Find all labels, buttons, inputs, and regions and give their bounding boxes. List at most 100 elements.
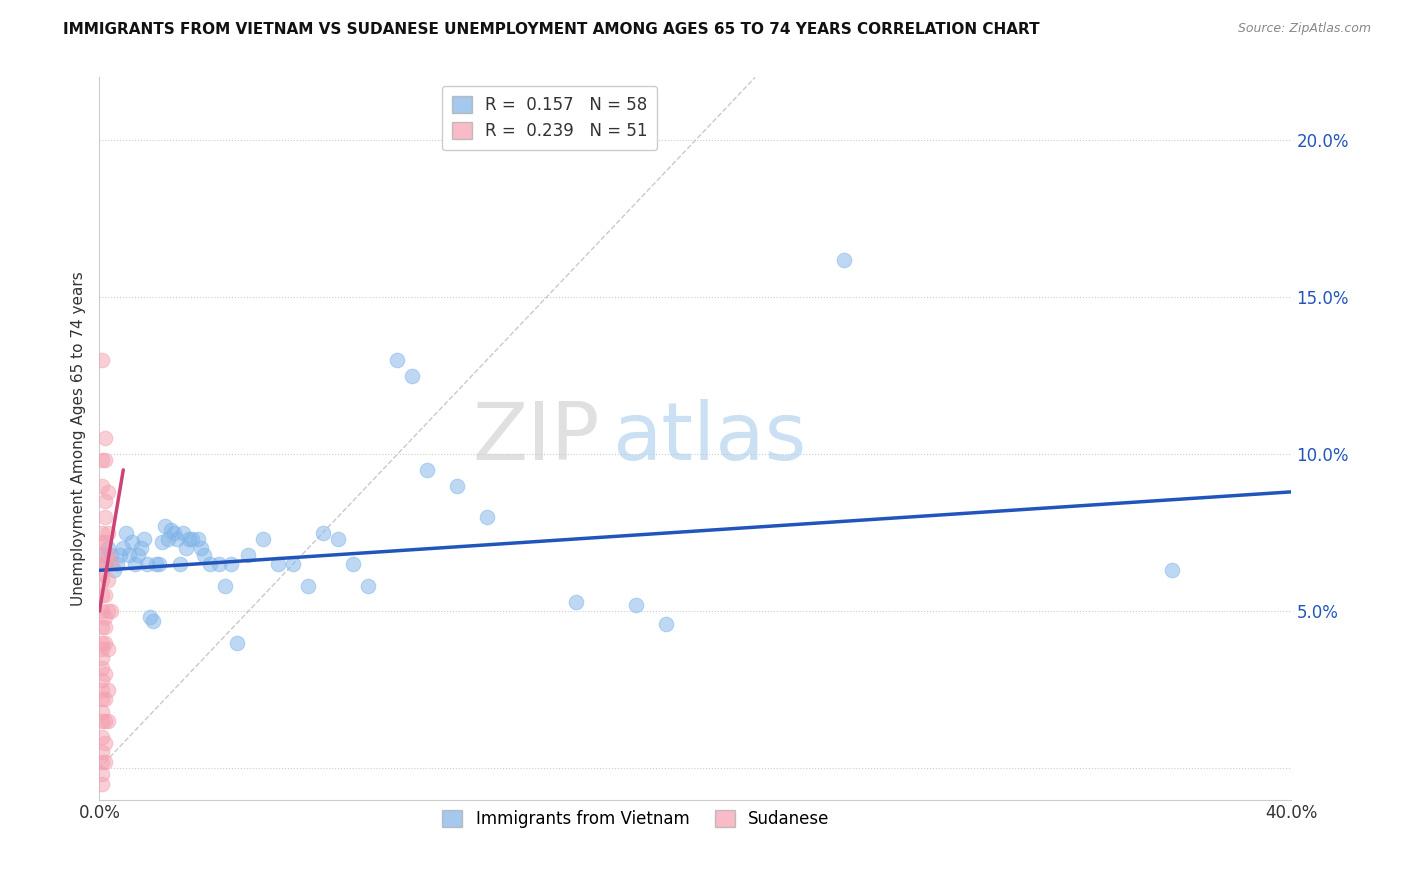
Point — [97, 573, 120, 587]
Point — [91, 535, 114, 549]
Point — [91, 767, 114, 781]
Point — [145, 557, 167, 571]
Point — [124, 557, 146, 571]
Point — [97, 604, 120, 618]
Point — [148, 557, 170, 571]
Point — [97, 548, 120, 562]
Point — [91, 692, 114, 706]
Point — [94, 714, 117, 728]
Point — [115, 525, 138, 540]
Point — [100, 548, 122, 562]
Point — [387, 353, 409, 368]
Point — [163, 525, 186, 540]
Point — [356, 579, 378, 593]
Point — [312, 525, 335, 540]
Point — [238, 548, 260, 562]
Point — [94, 535, 117, 549]
Point — [94, 667, 117, 681]
Point — [136, 557, 159, 571]
Point — [94, 692, 117, 706]
Point — [91, 557, 114, 571]
Point — [105, 557, 128, 571]
Point — [91, 353, 114, 368]
Point — [446, 478, 468, 492]
Point — [834, 252, 856, 267]
Point — [198, 557, 221, 571]
Point — [153, 519, 176, 533]
Point — [174, 541, 197, 556]
Point — [326, 532, 349, 546]
Point — [1161, 563, 1184, 577]
Text: IMMIGRANTS FROM VIETNAM VS SUDANESE UNEMPLOYMENT AMONG AGES 65 TO 74 YEARS CORRE: IMMIGRANTS FROM VIETNAM VS SUDANESE UNEM… — [63, 22, 1040, 37]
Point — [91, 453, 114, 467]
Point — [416, 463, 439, 477]
Point — [94, 557, 117, 571]
Point — [97, 714, 120, 728]
Point — [654, 616, 676, 631]
Point — [94, 589, 117, 603]
Point — [214, 579, 236, 593]
Point — [142, 614, 165, 628]
Point — [166, 532, 188, 546]
Point — [91, 746, 114, 760]
Point — [91, 573, 114, 587]
Legend: Immigrants from Vietnam, Sudanese: Immigrants from Vietnam, Sudanese — [436, 803, 837, 835]
Point — [91, 714, 114, 728]
Point — [129, 541, 152, 556]
Point — [94, 736, 117, 750]
Point — [91, 620, 114, 634]
Point — [91, 478, 114, 492]
Point — [190, 541, 212, 556]
Point — [91, 651, 114, 665]
Point — [94, 557, 117, 571]
Point — [97, 641, 120, 656]
Point — [94, 755, 117, 769]
Point — [565, 595, 588, 609]
Point — [180, 532, 202, 546]
Point — [94, 610, 117, 624]
Point — [100, 557, 122, 571]
Point — [91, 730, 114, 744]
Point — [112, 541, 135, 556]
Point — [91, 525, 114, 540]
Point — [172, 525, 194, 540]
Point — [91, 548, 114, 562]
Point — [103, 563, 125, 577]
Point — [97, 484, 120, 499]
Point — [100, 604, 122, 618]
Y-axis label: Unemployment Among Ages 65 to 74 years: Unemployment Among Ages 65 to 74 years — [72, 271, 86, 606]
Point — [281, 557, 304, 571]
Point — [91, 661, 114, 675]
Text: atlas: atlas — [612, 400, 807, 477]
Point — [94, 432, 117, 446]
Point — [97, 525, 120, 540]
Point — [252, 532, 274, 546]
Point — [134, 532, 156, 546]
Point — [91, 566, 114, 581]
Point — [94, 494, 117, 508]
Text: ZIP: ZIP — [472, 400, 600, 477]
Point — [118, 548, 141, 562]
Point — [139, 610, 162, 624]
Point — [208, 557, 231, 571]
Point — [91, 673, 114, 688]
Point — [193, 548, 215, 562]
Point — [94, 548, 117, 562]
Point — [475, 510, 498, 524]
Point — [160, 523, 183, 537]
Point — [150, 535, 173, 549]
Point — [91, 589, 114, 603]
Point — [94, 510, 117, 524]
Point — [177, 532, 200, 546]
Point — [91, 777, 114, 791]
Point — [169, 557, 191, 571]
Point — [187, 532, 209, 546]
Point — [121, 535, 143, 549]
Text: Source: ZipAtlas.com: Source: ZipAtlas.com — [1237, 22, 1371, 36]
Point — [91, 682, 114, 697]
Point — [156, 532, 179, 546]
Point — [97, 541, 120, 556]
Point — [342, 557, 364, 571]
Point — [297, 579, 319, 593]
Point — [91, 641, 114, 656]
